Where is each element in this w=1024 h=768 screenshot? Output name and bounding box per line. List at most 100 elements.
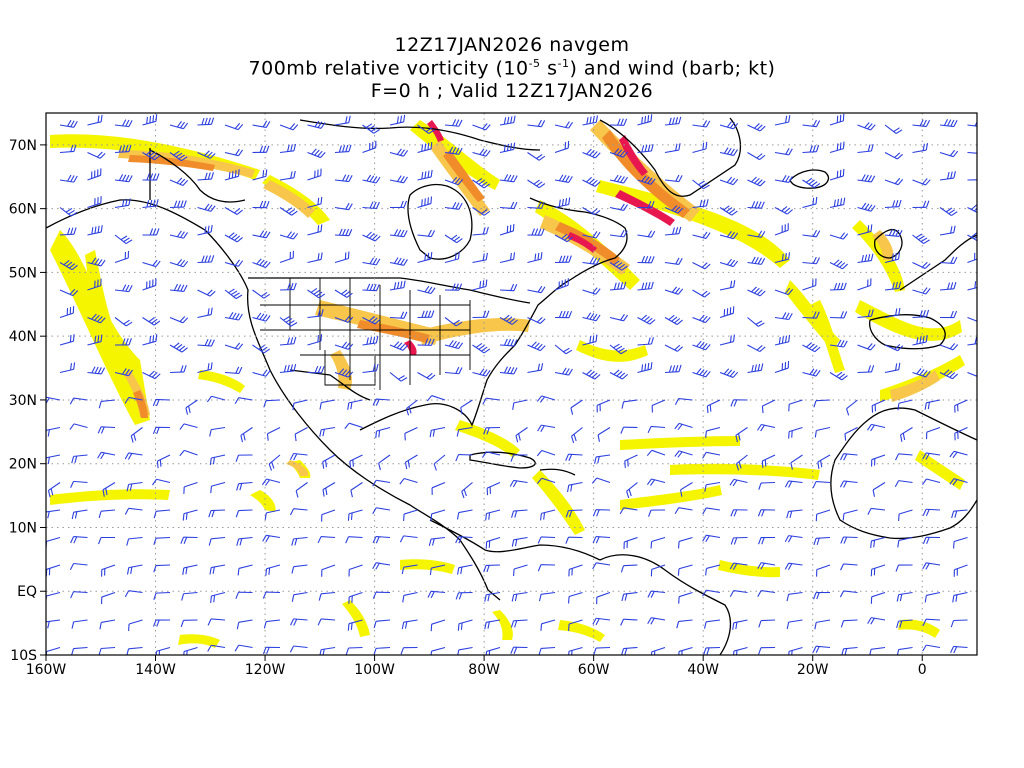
wind-barb: [664, 226, 682, 236]
wind-barb: [747, 317, 765, 327]
wind-barb: [362, 174, 381, 184]
wind-barb: [402, 591, 418, 603]
wind-barb: [153, 536, 171, 545]
wind-barb: [403, 509, 418, 522]
wind-barb: [719, 368, 739, 378]
wind-barb: [417, 124, 435, 134]
wind-barb: [499, 314, 518, 325]
wind-barb: [817, 454, 831, 469]
wind-barb: [362, 316, 381, 325]
wind-barb: [152, 398, 171, 407]
wind-barb: [651, 646, 666, 655]
wind-barb: [802, 256, 820, 265]
wind-barb: [554, 197, 571, 209]
wind-barb: [291, 591, 308, 602]
wind-barb: [224, 148, 244, 157]
vort-streak: [852, 220, 905, 292]
wind-barb: [482, 451, 501, 458]
wind-barb: [444, 234, 463, 244]
wind-barb: [499, 338, 518, 347]
wind-barb: [472, 252, 488, 264]
wind-barb: [142, 199, 159, 209]
wind-barb: [347, 619, 363, 631]
wind-barb: [429, 564, 446, 576]
wind-barb: [252, 344, 271, 354]
wind-barb: [582, 115, 599, 126]
coastline-gulf: [359, 279, 571, 431]
wind-barb: [511, 536, 528, 547]
wind-barb: [747, 230, 766, 238]
wind-barb: [842, 509, 858, 521]
wind-barb: [235, 454, 253, 462]
wind-barb: [460, 399, 473, 415]
wind-barb: [263, 619, 281, 629]
wind-barb: [350, 482, 363, 498]
wind-barb: [674, 397, 693, 406]
wind-barb: [620, 564, 638, 573]
wind-barb: [279, 336, 297, 346]
vort-streak: [198, 370, 245, 393]
x-tick-label: 0: [918, 662, 927, 678]
wind-barb: [565, 453, 583, 461]
wind-barb: [897, 399, 913, 411]
wind-barb: [719, 205, 738, 216]
wind-barb: [609, 148, 629, 158]
wind-barb: [47, 482, 61, 498]
wind-barb: [536, 395, 556, 403]
wind-barb: [952, 591, 968, 603]
wind-barb: [568, 564, 583, 577]
wind-barb: [428, 536, 446, 546]
wind-barb: [344, 422, 363, 429]
wind-barb: [637, 281, 654, 291]
wind-barb: [510, 646, 528, 654]
wind-barb: [554, 278, 569, 291]
wind-barb: [224, 122, 244, 131]
wind-barb: [512, 399, 528, 410]
wind-barb: [209, 564, 226, 575]
wind-barb: [735, 454, 748, 471]
coastline-cuba: [469, 451, 536, 469]
wind-barb: [279, 231, 299, 240]
wind-barb: [513, 564, 528, 577]
wind-barb: [234, 397, 253, 405]
wind-barb: [582, 369, 601, 380]
wind-barb: [609, 118, 628, 126]
vort-streak: [250, 490, 276, 512]
wind-barb: [59, 119, 78, 128]
border-us-canada: [248, 277, 531, 304]
wind-barb: [46, 509, 61, 519]
wind-barb: [609, 369, 628, 380]
wind-barb: [894, 480, 913, 488]
wind-barb: [677, 564, 693, 576]
wind-barb: [153, 509, 171, 519]
wind-barb: [732, 646, 748, 655]
wind-barb: [279, 170, 296, 181]
wind-barb: [719, 280, 736, 291]
vort-strong: [357, 320, 430, 343]
y-tick-label: 10S: [10, 648, 37, 664]
wind-barb: [884, 152, 904, 160]
y-tick-label: 60N: [9, 202, 37, 218]
wind-barb: [510, 454, 528, 462]
vort-streak: [492, 610, 513, 640]
wind-barb: [389, 175, 408, 184]
wind-barb: [719, 306, 735, 319]
wind-barb: [334, 202, 353, 211]
wind-barb: [334, 228, 353, 237]
wind-barb: [389, 148, 409, 157]
wind-barb: [647, 590, 666, 598]
vort-streak: [596, 180, 790, 268]
wind-barb: [98, 536, 116, 545]
wind-barb: [857, 144, 874, 154]
coastline-hudson: [407, 183, 473, 260]
wind-barb: [334, 251, 350, 264]
coastline-europe: [899, 234, 977, 291]
wind-barb: [674, 422, 693, 431]
wind-barb: [802, 119, 821, 128]
wind-barb: [620, 618, 638, 626]
wind-barb: [609, 313, 629, 322]
wind-barb: [279, 282, 297, 291]
wind-barb: [912, 143, 929, 154]
coastline-caribbean: [539, 468, 576, 476]
wind-barb: [235, 591, 253, 599]
